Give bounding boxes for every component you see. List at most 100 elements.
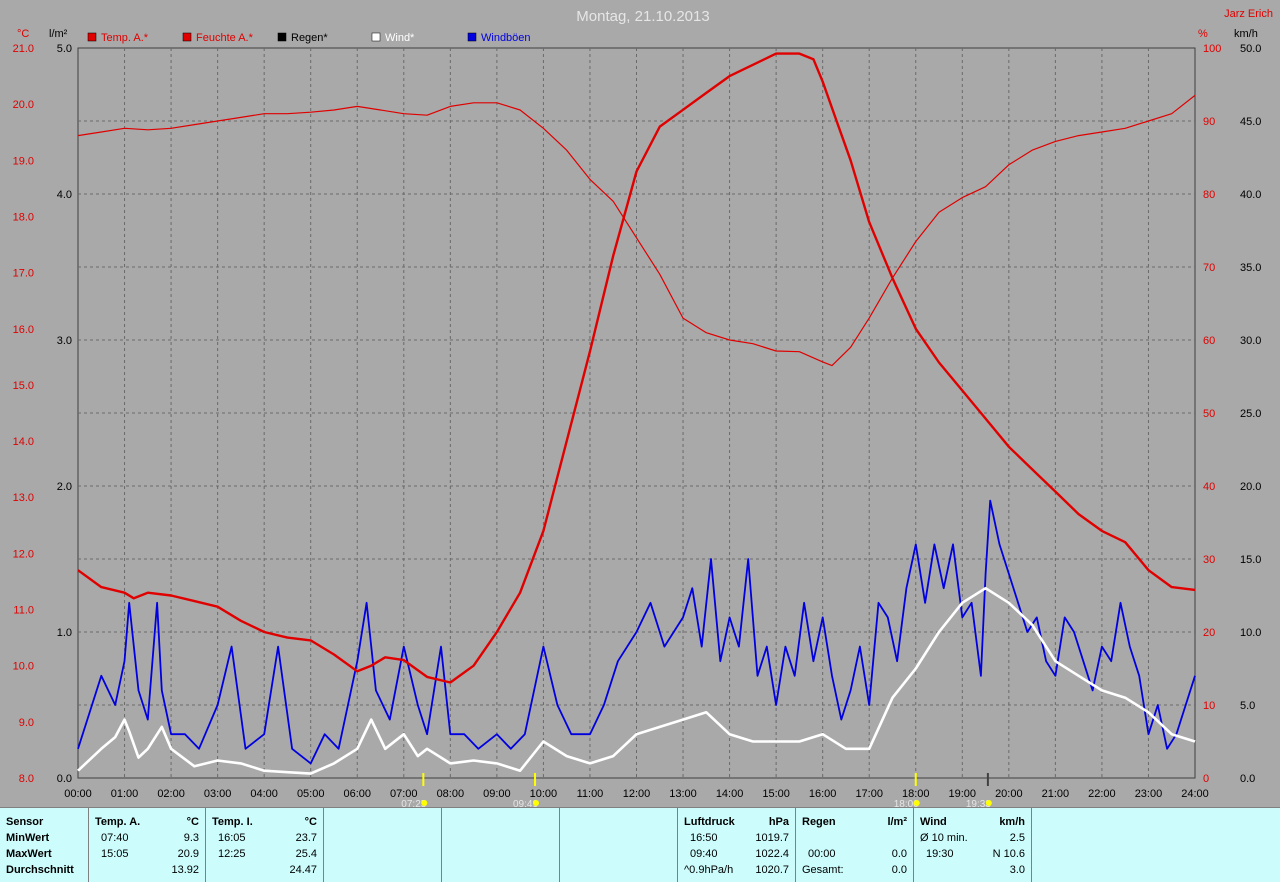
legend-swatch	[371, 32, 381, 42]
regen-header: Regen	[802, 816, 836, 828]
legend-label: Temp. A.*	[101, 32, 149, 44]
temp-i-min-time: 16:05	[218, 832, 246, 844]
weather-chart: Montag, 21.10.2013 Jarz Erich °C l/m² % …	[0, 0, 1280, 807]
wind-tick-label: 10.0	[1240, 627, 1261, 639]
rain-tick-label: 2.0	[57, 481, 72, 493]
author-label: Jarz Erich	[1224, 8, 1273, 20]
hum-tick-label: 100	[1203, 43, 1221, 55]
hum-tick-label: 50	[1203, 408, 1215, 420]
col-empty-2	[442, 808, 560, 882]
wind-tick-label: 30.0	[1240, 335, 1261, 347]
wind-header: Wind	[920, 816, 947, 828]
luftdruck-max-time: 09:40	[690, 848, 718, 860]
rain-tick-label: 1.0	[57, 627, 72, 639]
luftdruck-max-value: 1022.4	[755, 848, 789, 860]
regen-total-value: 0.0	[891, 864, 907, 876]
temp-tick-label: 12.0	[13, 548, 34, 560]
series-line-tempa	[77, 52, 1196, 684]
regen-unit: l/m²	[887, 816, 907, 828]
temp-i-max-time: 12:25	[218, 848, 246, 860]
series	[77, 52, 1196, 775]
legend-swatch	[182, 32, 192, 42]
luftdruck-min-time: 16:50	[690, 832, 718, 844]
chart-background	[0, 0, 1280, 807]
hum-axis-unit: %	[1198, 28, 1208, 40]
x-tick-label: 10:00	[530, 788, 558, 800]
series-line-windben	[77, 499, 1196, 765]
hum-tick-label: 20	[1203, 627, 1215, 639]
summary-table: Sensor MinWert MaxWert Durchschnitt Temp…	[0, 807, 1280, 882]
regen-max-value: 0.0	[891, 848, 907, 860]
wind-tick-label: 5.0	[1240, 700, 1255, 712]
rain-tick-label: 4.0	[57, 189, 72, 201]
temp-tick-label: 11.0	[13, 605, 34, 617]
wind-tick-label: 40.0	[1240, 189, 1261, 201]
temp-a-header: Temp. A.	[95, 816, 141, 828]
x-tick-label: 11:00	[577, 788, 604, 800]
temp-a-min-value: 9.3	[183, 832, 199, 844]
regen-time: 00:00	[808, 848, 836, 860]
hum-tick-label: 0	[1203, 773, 1209, 785]
temp-tick-label: 21.0	[13, 43, 34, 55]
col-empty-3	[560, 808, 678, 882]
event-label: 19:33	[966, 799, 991, 807]
x-tick-label: 15:00	[762, 788, 790, 800]
legend-label: Windböen	[481, 32, 531, 44]
temp-a-min-time: 07:40	[101, 832, 129, 844]
event-label: 09:49	[513, 799, 538, 807]
x-tick-label: 17:00	[855, 788, 883, 800]
temp-i-header: Temp. I.	[212, 816, 253, 828]
luftdruck-trend: ^0.9hPa/h	[684, 864, 734, 876]
temp-tick-label: 15.0	[13, 380, 34, 392]
temp-tick-label: 17.0	[13, 268, 34, 280]
x-tick-label: 07:00	[390, 788, 418, 800]
luftdruck-unit: hPa	[768, 816, 789, 828]
x-tick-label: 19:00	[949, 788, 977, 800]
wind-avg10-value: 2.5	[1009, 832, 1025, 844]
x-tick-label: 01:00	[111, 788, 139, 800]
luftdruck-avg-value: 1020.7	[755, 864, 789, 876]
legend-label: Regen*	[291, 32, 328, 44]
wind-max-time: 19:30	[926, 848, 954, 860]
x-tick-label: 05:00	[297, 788, 325, 800]
x-tick-label: 23:00	[1135, 788, 1163, 800]
x-tick-label: 04:00	[250, 788, 278, 800]
x-tick-label: 20:00	[995, 788, 1023, 800]
x-tick-label: 08:00	[437, 788, 465, 800]
x-tick-label: 09:00	[483, 788, 511, 800]
x-tick-label: 06:00	[343, 788, 371, 800]
col-sensor: Sensor MinWert MaxWert Durchschnitt	[0, 808, 89, 882]
event-icon	[985, 800, 992, 806]
temp-a-max-value: 20.9	[177, 848, 199, 860]
temp-a-avg-value: 13.92	[171, 864, 199, 876]
x-tick-label: 12:00	[623, 788, 651, 800]
wind-tick-label: 35.0	[1240, 262, 1261, 274]
event-label: 07:25	[401, 799, 426, 807]
luftdruck-header: Luftdruck	[684, 816, 735, 828]
rain-tick-label: 3.0	[57, 335, 72, 347]
x-tick-label: 00:00	[64, 788, 92, 800]
rain-tick-label: 5.0	[57, 43, 72, 55]
x-tick-label: 24:00	[1181, 788, 1209, 800]
hum-tick-label: 90	[1203, 116, 1215, 128]
chart-title: Montag, 21.10.2013	[576, 8, 709, 25]
col-empty-1	[324, 808, 442, 882]
hum-tick-label: 10	[1203, 700, 1215, 712]
wind-tick-label: 25.0	[1240, 408, 1261, 420]
legend-label: Feuchte A.*	[196, 32, 254, 44]
temp-tick-label: 20.0	[13, 99, 34, 111]
temp-tick-label: 13.0	[13, 492, 34, 504]
col-luftdruck: Luftdruck hPa 16:50 09:40 ^0.9hPa/h 1019…	[678, 808, 796, 882]
temp-axis-unit: °C	[17, 28, 29, 40]
sensor-header: Sensor	[6, 816, 44, 828]
wind-avg10-label: Ø 10 min.	[920, 832, 968, 844]
series-line-wind	[77, 586, 1196, 775]
hum-tick-label: 80	[1203, 189, 1215, 201]
hum-tick-label: 40	[1203, 481, 1215, 493]
x-tick-label: 18:00	[902, 788, 930, 800]
temp-a-max-time: 15:05	[101, 848, 129, 860]
legend-swatch	[277, 32, 287, 42]
x-tick-label: 14:00	[716, 788, 744, 800]
temp-i-max-value: 25.4	[295, 848, 317, 860]
luftdruck-min-value: 1019.7	[755, 832, 789, 844]
